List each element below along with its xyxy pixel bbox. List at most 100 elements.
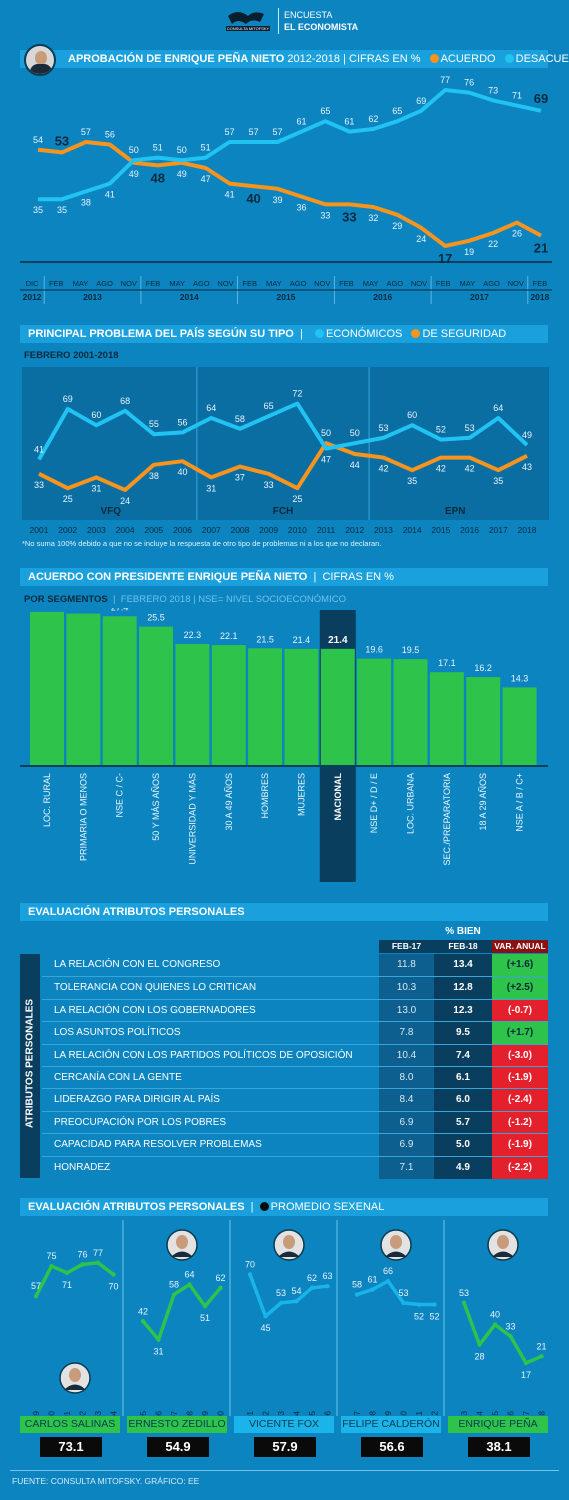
bar-value-label: 21.4 xyxy=(293,635,311,645)
footer-rule xyxy=(10,1470,559,1471)
feb18-value: 5.7 xyxy=(434,1111,492,1134)
acuerdo-label: 22 xyxy=(488,239,498,249)
x-tick-label: NOV xyxy=(411,279,427,288)
attribute-label: LOS ASUNTOS POLÍTICOS xyxy=(54,1027,181,1039)
desacuerdo-label: 65 xyxy=(392,106,402,116)
desacuerdo-line xyxy=(38,88,542,202)
acuerdo-label: 19 xyxy=(464,247,474,257)
acuerdo-label: 29 xyxy=(392,221,402,231)
x-tick-label: 2001 xyxy=(30,525,49,535)
economicos-label: 68 xyxy=(120,396,130,406)
seguridad-label: 38 xyxy=(149,471,159,481)
president-point xyxy=(171,1292,177,1297)
bar-value-label: 25.5 xyxy=(147,613,165,623)
seguridad-label: 44 xyxy=(350,460,360,470)
x-tick-label: 2003 xyxy=(87,525,106,535)
table-row: CAPACIDAD PARA RESOLVER PROBLEMAS 6.9 5.0(… xyxy=(42,1133,548,1157)
president-point xyxy=(523,1360,529,1366)
acuerdo-label: 48 xyxy=(151,170,165,185)
x-tick-label: 2005 xyxy=(144,525,163,535)
x-tick-label: 2006 xyxy=(173,525,192,535)
president-value-label: 58 xyxy=(169,1280,179,1290)
economicos-label: 47 xyxy=(321,455,331,465)
president-value-label: 33 xyxy=(505,1321,515,1331)
year-label: 2015 xyxy=(277,292,296,302)
feb17-value: 10.4 xyxy=(379,1044,434,1067)
desacuerdo-label: 57 xyxy=(249,127,259,137)
feb17-value: 7.8 xyxy=(379,1022,434,1045)
x-tick-label: AGO xyxy=(193,279,210,288)
president-point xyxy=(492,1322,498,1327)
avatar-body xyxy=(385,1251,407,1257)
x-tick-label: NOV xyxy=(121,279,137,288)
year-label: 2016 xyxy=(373,292,392,302)
feb17-value: 6.9 xyxy=(379,1134,434,1157)
avatar-body xyxy=(492,1251,514,1257)
x-tick-label: MAY xyxy=(363,279,379,288)
president-value-label: 63 xyxy=(322,1271,332,1281)
economicos-label: 60 xyxy=(407,410,417,420)
acuerdo-label: 49 xyxy=(129,169,139,179)
president-name: ENRIQUE PEÑA xyxy=(448,1416,548,1433)
president-date-label: Feb-12 xyxy=(431,1410,440,1418)
year-label: 2017 xyxy=(470,292,489,302)
acuerdo-label: 32 xyxy=(368,213,378,223)
seguridad-line xyxy=(38,441,528,492)
president-point xyxy=(218,1285,223,1291)
president-point xyxy=(354,1292,360,1297)
president-line xyxy=(356,1279,435,1307)
president-point xyxy=(140,1319,146,1324)
president-point xyxy=(111,1272,116,1277)
bar xyxy=(393,659,428,765)
president-date-label: Feb-16 xyxy=(507,1410,516,1418)
desacuerdo-label: 50 xyxy=(177,145,187,155)
economicos-line xyxy=(37,401,529,461)
president-point xyxy=(187,1282,192,1287)
attribute-label: CAPACIDAD PARA RESOLVER PROBLEMAS xyxy=(54,1139,262,1151)
president-point xyxy=(432,1302,437,1307)
feb17-value: 8.0 xyxy=(379,1067,434,1089)
table-row: LA RELACIÓN CON EL CONGRESO 11.8 13.4 (+1.6… xyxy=(42,954,548,976)
category-label: 50 Y MÁS AÑOS xyxy=(151,773,161,841)
seguridad-label: 31 xyxy=(91,483,101,493)
feb18-value: 6.1 xyxy=(434,1067,492,1089)
president-value-label: 45 xyxy=(260,1323,270,1333)
acuerdo-label: 41 xyxy=(225,190,235,200)
president-avatar xyxy=(24,44,56,76)
approval-line-chart: 54 53 57 56 49 48 49 47 41 40 39 36 33 33 32 29 24 17 19 22… xyxy=(20,76,552,304)
president-point xyxy=(461,1300,467,1306)
seguridad-label: 25 xyxy=(292,494,302,504)
x-tick-label: 2017 xyxy=(489,525,508,535)
x-tick-label: 2011 xyxy=(317,525,336,535)
president-date-label: Ene-99 xyxy=(201,1410,210,1418)
feb18-value: 12.8 xyxy=(434,977,492,1000)
acuerdo-label: 39 xyxy=(273,195,283,205)
president-avatar xyxy=(273,1229,305,1261)
president-value-label: 71 xyxy=(62,1280,72,1290)
acuerdo-label: 33 xyxy=(320,210,330,220)
desacuerdo-label: 71 xyxy=(512,91,522,101)
feb18-value: 7.4 xyxy=(434,1044,492,1067)
acuerdo-label: 33 xyxy=(342,209,356,224)
avatar-face xyxy=(176,1235,188,1249)
economicos-label: 52 xyxy=(436,425,446,435)
x-tick-label: 2018 xyxy=(518,525,537,535)
economicos-label: 55 xyxy=(149,419,159,429)
desacuerdo-label: 62 xyxy=(368,114,378,124)
president-date-label: Feb-10 xyxy=(400,1410,409,1418)
bar-value-label: 17.1 xyxy=(438,658,456,668)
section1-title-bar: APROBACIÓN DE ENRIQUE PEÑA NIETO 2012-20… xyxy=(20,50,569,68)
var-anual-value: (+2.5) xyxy=(492,977,548,1000)
category-label: LOC. RURAL xyxy=(42,773,52,827)
bar xyxy=(30,611,64,765)
mitofsky-logo: CONSULTA MITOFSKY xyxy=(226,12,270,31)
table-row: LIDERAZGO PARA DIRIGIR AL PAÍS 8.4 6.0 (-2.… xyxy=(42,1088,548,1112)
x-tick-label: FEB xyxy=(146,279,161,288)
attribute-label: LIDERAZGO PARA DIRIGIR AL PAÍS xyxy=(54,1094,220,1106)
category-label: PRIMARIA O MENOS xyxy=(78,773,88,861)
bar xyxy=(284,648,319,765)
table-row: LA RELACIÓN CON LOS GOBERNADORES 13.0 12.3… xyxy=(42,998,548,1022)
seguridad-label: 37 xyxy=(235,473,245,483)
var-anual-value: (-1.9) xyxy=(492,1067,548,1089)
var-anual-value: (-1.9) xyxy=(492,1134,548,1157)
